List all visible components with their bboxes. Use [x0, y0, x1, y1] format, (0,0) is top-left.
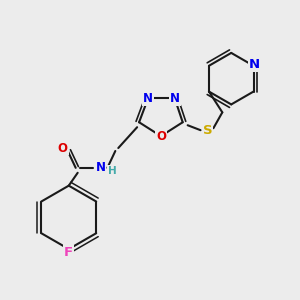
Text: S: S	[203, 124, 212, 137]
Text: O: O	[156, 130, 166, 142]
Text: O: O	[58, 142, 68, 154]
Text: N: N	[249, 58, 260, 71]
Text: N: N	[95, 161, 106, 174]
Text: F: F	[64, 245, 73, 259]
Text: N: N	[143, 92, 153, 105]
Text: H: H	[108, 166, 117, 176]
Text: N: N	[170, 92, 180, 105]
